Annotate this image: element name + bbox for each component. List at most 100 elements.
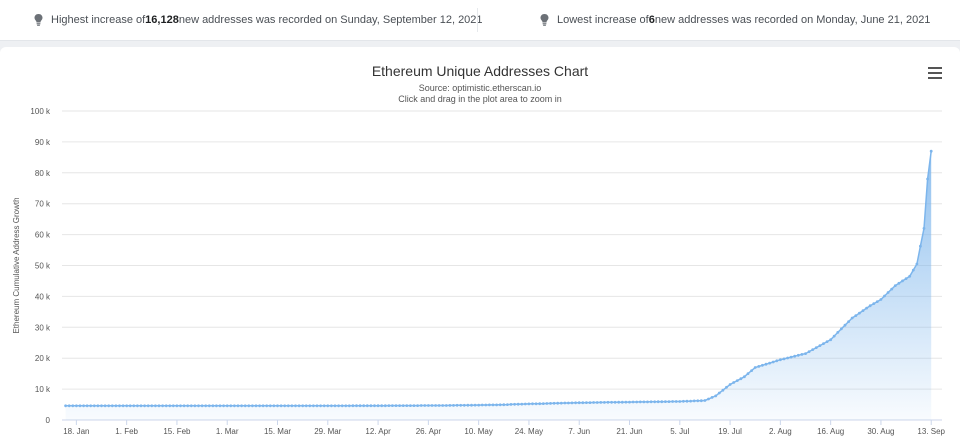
data-point (904, 277, 908, 280)
data-point (545, 402, 549, 405)
data-point (484, 403, 488, 407)
data-point (631, 400, 635, 404)
data-point (225, 404, 229, 408)
y-tick-label: 90 k (35, 138, 51, 147)
data-point (423, 404, 427, 407)
data-point (265, 404, 269, 408)
data-point (251, 404, 254, 408)
x-tick-label: 24. May (515, 427, 543, 436)
data-point (175, 404, 179, 408)
data-point (796, 353, 800, 357)
data-point (179, 404, 182, 408)
data-point (585, 401, 588, 404)
data-point (893, 284, 897, 287)
data-point (394, 404, 398, 407)
stats-bar: Highest increase of 16,128 new addresses… (0, 0, 960, 41)
data-point (168, 404, 172, 408)
data-point (628, 400, 631, 404)
data-point (100, 404, 103, 408)
data-point (405, 404, 409, 407)
data-point (211, 404, 215, 408)
x-tick-label: 15. Feb (163, 427, 191, 436)
data-point (477, 403, 481, 407)
data-point (444, 404, 448, 407)
data-point (488, 403, 491, 407)
data-point (355, 404, 358, 408)
data-point (229, 404, 233, 408)
data-point (649, 400, 653, 404)
data-point (455, 403, 459, 407)
data-point (620, 400, 624, 404)
data-point (290, 404, 294, 408)
data-point (254, 404, 258, 408)
data-point (725, 385, 728, 389)
data-point (854, 314, 858, 317)
data-point (753, 366, 757, 369)
data-point (430, 404, 434, 407)
data-point (915, 262, 919, 266)
data-point (646, 400, 649, 404)
lowest-increase-stat: Lowest increase of 6 new addresses was r… (540, 0, 930, 40)
data-point (319, 404, 322, 408)
series-area (65, 151, 932, 420)
data-point (825, 340, 829, 343)
data-point (376, 404, 380, 408)
data-point (427, 404, 430, 407)
data-point (308, 404, 312, 408)
data-point (567, 401, 570, 405)
data-point (689, 399, 692, 403)
data-point (552, 401, 556, 405)
data-point (865, 306, 868, 310)
data-point (890, 287, 894, 291)
data-point (692, 399, 696, 403)
hamburger-menu-icon-bar (928, 77, 942, 79)
data-point (279, 404, 283, 408)
data-point (779, 358, 782, 362)
data-point (757, 365, 761, 368)
data-point (804, 352, 807, 355)
data-point (595, 401, 599, 404)
data-point (92, 404, 96, 408)
highest-prefix: Highest increase of (51, 14, 146, 26)
x-tick-label: 21. Jun (616, 427, 642, 436)
data-point (387, 404, 391, 407)
data-point (699, 399, 703, 403)
data-point (110, 404, 114, 408)
data-point (462, 403, 466, 407)
y-tick-label: 0 (46, 416, 51, 425)
lowest-value: 6 (648, 14, 655, 26)
data-point (193, 404, 197, 408)
data-point (294, 404, 297, 408)
data-point (717, 391, 721, 395)
data-point (128, 404, 132, 408)
data-point (606, 400, 610, 404)
data-point (268, 404, 272, 408)
data-point (258, 404, 261, 408)
data-point (437, 404, 441, 407)
y-tick-label: 80 k (35, 169, 51, 178)
data-point (498, 403, 502, 407)
data-point (750, 369, 753, 372)
chart-menu-button[interactable] (928, 67, 942, 79)
data-point (674, 400, 678, 403)
data-point (416, 404, 419, 407)
data-point (520, 402, 524, 406)
data-point (527, 402, 531, 406)
data-point (215, 404, 218, 408)
data-point (96, 404, 100, 408)
data-point (143, 404, 147, 408)
data-point (714, 394, 718, 398)
hamburger-menu-icon (928, 67, 942, 69)
data-point (516, 402, 520, 406)
data-point (322, 404, 326, 408)
data-point (164, 404, 168, 408)
data-point (782, 357, 786, 361)
data-point (207, 404, 211, 408)
y-tick-label: 60 k (35, 231, 51, 240)
data-point (64, 404, 67, 408)
data-point (886, 291, 890, 294)
data-point (743, 375, 746, 379)
data-point (696, 399, 700, 403)
data-point (807, 350, 811, 353)
